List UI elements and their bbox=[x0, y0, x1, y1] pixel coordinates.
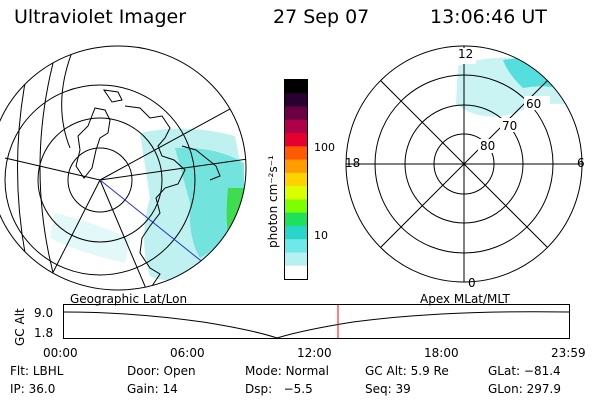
colorbar-stripe bbox=[285, 186, 307, 200]
coastline-americas bbox=[124, 105, 186, 287]
info-glat-label: GLat: bbox=[488, 364, 521, 378]
colorbar-stripe bbox=[285, 146, 307, 161]
info-flt-value: LBHL bbox=[32, 364, 64, 378]
polar-label-bg bbox=[478, 139, 504, 153]
observation-time: 13:06:46 UT bbox=[430, 6, 547, 28]
info-ip-value: 36.0 bbox=[28, 382, 56, 396]
altitude-curve bbox=[63, 311, 570, 339]
colorbar-unit-label: photon cm⁻²s⁻¹ bbox=[266, 155, 280, 248]
aurora-faint-band bbox=[50, 213, 130, 263]
info-dsp-label: Dsp: bbox=[245, 382, 273, 396]
geo-panel-label: Geographic Lat/Lon bbox=[70, 292, 188, 306]
info-seq: Seq: 39 bbox=[365, 382, 411, 396]
outer-arc bbox=[39, 46, 61, 290]
info-gcalt-value: 5.9 Re bbox=[410, 364, 449, 378]
colorbar-tick-100: 100 bbox=[314, 141, 335, 154]
mlat-label-60: 60 bbox=[526, 97, 542, 111]
colorbar-stripe bbox=[285, 239, 307, 254]
meridian-line bbox=[99, 157, 246, 181]
mlat-label-80: 80 bbox=[480, 139, 496, 153]
colorbar-stripe bbox=[285, 80, 307, 94]
altitude-xtick-0600: 06:00 bbox=[170, 346, 205, 360]
info-mode-value: Normal bbox=[285, 364, 329, 378]
instrument-title: Ultraviolet Imager bbox=[14, 6, 187, 28]
info-glon-label: GLon: bbox=[488, 382, 523, 396]
polar-label-bg bbox=[524, 96, 550, 110]
meridian-line bbox=[4, 157, 101, 181]
altitude-ytick-low: 1.8 bbox=[34, 326, 54, 340]
polar-label-bg bbox=[458, 48, 476, 64]
colorbar-stripe bbox=[285, 212, 307, 227]
colorbar-stripe bbox=[285, 252, 307, 267]
colorbar-stripe bbox=[285, 106, 307, 121]
altitude-xtick-1200: 12:00 bbox=[297, 346, 332, 360]
lat-circle-mid bbox=[37, 117, 163, 243]
info-flt: Flt: LBHL bbox=[10, 364, 63, 378]
outer-arc bbox=[17, 46, 36, 290]
geographic-map bbox=[0, 45, 247, 291]
coastline-island bbox=[102, 89, 123, 103]
colorbar-stripe bbox=[285, 119, 307, 134]
info-door: Door: Open bbox=[127, 364, 196, 378]
mlt-label-18: 18 bbox=[345, 156, 361, 170]
mlat-label-70: 70 bbox=[502, 119, 518, 133]
info-ip: IP: 36.0 bbox=[10, 382, 55, 396]
coastline-labrador bbox=[181, 145, 221, 181]
polar-diagonal bbox=[380, 80, 548, 248]
info-glat: GLat: −81.4 bbox=[488, 364, 561, 378]
colorbar bbox=[284, 79, 308, 280]
meridian-line bbox=[99, 179, 151, 290]
observation-date: 27 Sep 07 bbox=[273, 6, 370, 28]
info-gain: Gain: 14 bbox=[127, 382, 178, 396]
lat-circle-inner bbox=[67, 147, 133, 213]
colorbar-stripe bbox=[285, 172, 307, 187]
colorbar-stripe bbox=[285, 265, 307, 280]
aurora-emission-mid bbox=[175, 147, 244, 258]
info-gcalt-label: GC Alt: bbox=[365, 364, 407, 378]
altitude-xtick-1800: 18:00 bbox=[424, 346, 459, 360]
info-gain-value: 14 bbox=[162, 382, 178, 396]
info-ip-label: IP: bbox=[10, 382, 25, 396]
altitude-plot-area bbox=[63, 304, 570, 339]
altitude-xtick-0000: 00:00 bbox=[43, 346, 78, 360]
lat-circle-outer bbox=[4, 84, 196, 276]
altitude-ytick-high: 9.0 bbox=[34, 306, 54, 320]
info-seq-value: 39 bbox=[395, 382, 411, 396]
mlt-label-12: 12 bbox=[458, 47, 474, 61]
meridian-line bbox=[99, 97, 246, 181]
info-door-label: Door: bbox=[127, 364, 160, 378]
aurora-emission-peak bbox=[226, 188, 244, 250]
info-gain-label: Gain: bbox=[127, 382, 159, 396]
altitude-xtick-2359: 23:59 bbox=[551, 346, 586, 360]
info-flt-label: Flt: bbox=[10, 364, 29, 378]
altitude-ylabel: GC Alt bbox=[13, 308, 27, 346]
polar-plot bbox=[345, 45, 583, 283]
colorbar-stripe bbox=[285, 199, 307, 214]
info-mode-label: Mode: bbox=[245, 364, 282, 378]
geo-map-horizon bbox=[0, 45, 247, 291]
colorbar-tick-10: 10 bbox=[314, 229, 328, 242]
colorbar-stripe bbox=[285, 93, 307, 108]
colorbar-stripe bbox=[285, 159, 307, 174]
info-mode: Mode: Normal bbox=[245, 364, 329, 378]
polar-label-bg bbox=[500, 118, 526, 132]
info-door-value: Open bbox=[163, 364, 196, 378]
colorbar-gradient bbox=[285, 80, 307, 280]
altitude-plot-frame bbox=[63, 304, 570, 339]
mlt-label-0: 0 bbox=[468, 276, 476, 290]
info-glat-value: −81.4 bbox=[523, 364, 561, 378]
polar-panel-label: Apex MLat/MLT bbox=[420, 292, 510, 306]
colorbar-stripe bbox=[285, 225, 307, 240]
info-glon: GLon: 297.9 bbox=[488, 382, 561, 396]
info-dsp: Dsp: −5.5 bbox=[245, 382, 313, 396]
mlt-label-6: 6 bbox=[577, 156, 585, 170]
coastline-greenland bbox=[75, 107, 111, 179]
colorbar-stripe bbox=[285, 133, 307, 147]
info-seq-label: Seq: bbox=[365, 382, 392, 396]
info-dsp-value: −5.5 bbox=[283, 382, 313, 396]
info-glon-value: 297.9 bbox=[526, 382, 561, 396]
info-gcalt: GC Alt: 5.9 Re bbox=[365, 364, 449, 378]
